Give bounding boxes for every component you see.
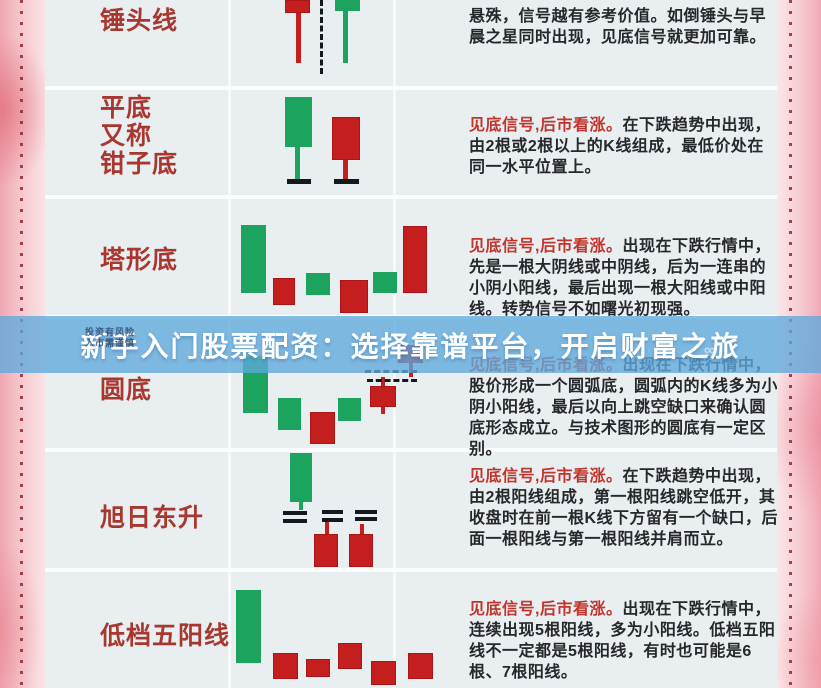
- description-body: 悬殊，信号越有参考价值。如倒锤头与早晨之星同时出现，见底信号就更加可靠。: [469, 8, 767, 46]
- candle-body: [314, 534, 338, 567]
- description-highlight: 见底信号,后市看涨。: [469, 601, 623, 618]
- infinity-watermark-icon: ∞: [704, 342, 716, 359]
- candle-wick: [299, 502, 303, 510]
- candlestick-diagram: [230, 452, 445, 568]
- price-level-mark: [322, 510, 343, 514]
- candle-body: [236, 590, 261, 663]
- pattern-description: 见底信号,后市看涨。出现在下跌行情中，连续出现5根阳线，多为小阳线。低档五阳线不…: [469, 599, 779, 683]
- candle-body: [306, 273, 330, 295]
- candle-wick: [343, 11, 348, 63]
- gap-dashed-line: [367, 379, 417, 382]
- price-level-mark: [283, 519, 307, 523]
- candle-body: [273, 278, 295, 305]
- candle-body: [340, 280, 368, 313]
- candle-body: [338, 643, 362, 669]
- candle-wick: [381, 377, 385, 388]
- candle-wick: [325, 522, 329, 534]
- candle-wick: [295, 147, 300, 179]
- pattern-name-label: 塔形底: [100, 246, 179, 274]
- candle-wick: [381, 407, 385, 414]
- price-level-mark: [355, 517, 377, 521]
- description-body: 在下跌趋势中出现，由2根阳线组成，第一根阳线跳空低开，其收盘时在前一根K线下方留…: [469, 468, 779, 548]
- candle-body: [403, 226, 427, 293]
- candle-wick: [360, 524, 364, 534]
- candle-body: [338, 398, 361, 421]
- table-row-divider: [45, 195, 777, 199]
- candle-body: [310, 412, 335, 444]
- description-highlight: 见底信号,后市看涨。: [469, 238, 623, 255]
- description-body: 出现在下跌行情中，连续出现5根阳线，多为小阳线。低档五阳线不一定都是5根阳线，有…: [469, 601, 776, 681]
- pattern-row-rising-sun: 旭日东升 见底信号,后市看涨。在下跌趋势中出现，由2根阳线组成，第一根阳线跳空低…: [45, 452, 779, 568]
- description-body: 在下跌趋势中出现，由2根或2根以上的K线组成，最低价处在同一水平位置上。: [469, 117, 771, 176]
- price-level-mark: [322, 518, 343, 522]
- candle-body: [290, 453, 312, 502]
- candlestick-diagram: [230, 0, 445, 86]
- candle-wick: [343, 160, 348, 179]
- candle-body: [408, 653, 433, 679]
- pattern-row-tower-bottom: 塔形底 见底信号,后市看涨。出现在下跌行情中，先是一根大阴线或中阴线，后为一连串…: [45, 199, 777, 318]
- pattern-name-label: 圆底: [100, 376, 153, 404]
- description-highlight: 见底信号,后市看涨。: [469, 468, 623, 485]
- candle-body: [306, 659, 330, 677]
- table-row-divider: [45, 568, 777, 572]
- promo-banner-overlay: 投资有风险 入市需谨慎 新手入门股票配资：选择靠谱平台，开启财富之旅 ∞: [0, 316, 821, 373]
- candlestick-diagram: [230, 90, 445, 195]
- pattern-name-label: 低档五阳线: [100, 622, 231, 650]
- promo-banner-title: 新手入门股票配资：选择靠谱平台，开启财富之旅: [80, 330, 741, 362]
- candle-body: [335, 0, 360, 11]
- candlestick-diagram: [230, 199, 445, 315]
- pattern-description: 见底信号,后市看涨。在下跌趋势中出现，由2根或2根以上的K线组成，最低价处在同一…: [469, 115, 779, 178]
- candle-body: [285, 0, 310, 13]
- pattern-description: 见底信号,后市看涨。出现在下跌行情中，先是一根大阴线或中阴线，后为一连串的小阴小…: [469, 236, 779, 320]
- pattern-name-label: 锤头线: [100, 7, 179, 35]
- candlestick-diagram: [230, 572, 445, 688]
- pattern-description: 见底信号,后市看涨。在下跌趋势中出现，由2根阳线组成，第一根阳线跳空低开，其收盘…: [469, 466, 779, 550]
- pattern-name-label: 旭日东升: [100, 504, 205, 532]
- gap-dashed-line: [320, 0, 323, 74]
- candle-body: [371, 661, 396, 685]
- table-row-divider: [45, 86, 777, 90]
- candle-body: [332, 117, 360, 160]
- candle-body: [370, 386, 396, 407]
- price-level-mark: [334, 179, 359, 184]
- price-level-mark: [287, 179, 311, 184]
- pattern-row-flat-bottom: 平底 又称 钳子底 见底信号,后市看涨。在下跌趋势中出现，由2根或2根以上的K线…: [45, 90, 777, 195]
- candle-body: [241, 225, 266, 293]
- description-highlight: 见底信号,后市看涨。: [469, 117, 623, 134]
- candle-body: [278, 398, 301, 430]
- description-body: 出现在下跌行情中，先是一根大阴线或中阴线，后为一连串的小阴小阳线，最后出现一根大…: [469, 238, 771, 318]
- risk-warning-watermark: 投资有风险 入市需谨慎: [85, 327, 136, 348]
- pattern-description: 悬殊，信号越有参考价值。如倒锤头与早晨之星同时出现，见底信号就更加可靠。: [469, 6, 779, 48]
- candle-body: [373, 272, 397, 293]
- price-level-mark: [283, 511, 307, 515]
- price-level-mark: [355, 510, 377, 514]
- pattern-row-five-yang-lines: 低档五阳线 见底信号,后市看涨。出现在下跌行情中，连续出现5根阳线，多为小阳线。…: [45, 572, 777, 688]
- pattern-name-label: 平底 又称 钳子底: [100, 94, 179, 178]
- candle-body: [349, 534, 373, 567]
- candle-body: [273, 653, 298, 679]
- table-row-divider: [45, 448, 777, 452]
- candle-wick: [296, 13, 301, 63]
- pattern-row-hammer: 锤头线 悬殊，信号越有参考价值。如倒锤头与早晨之星同时出现，见底信号就更加可靠。: [45, 0, 777, 86]
- candle-body: [285, 97, 312, 147]
